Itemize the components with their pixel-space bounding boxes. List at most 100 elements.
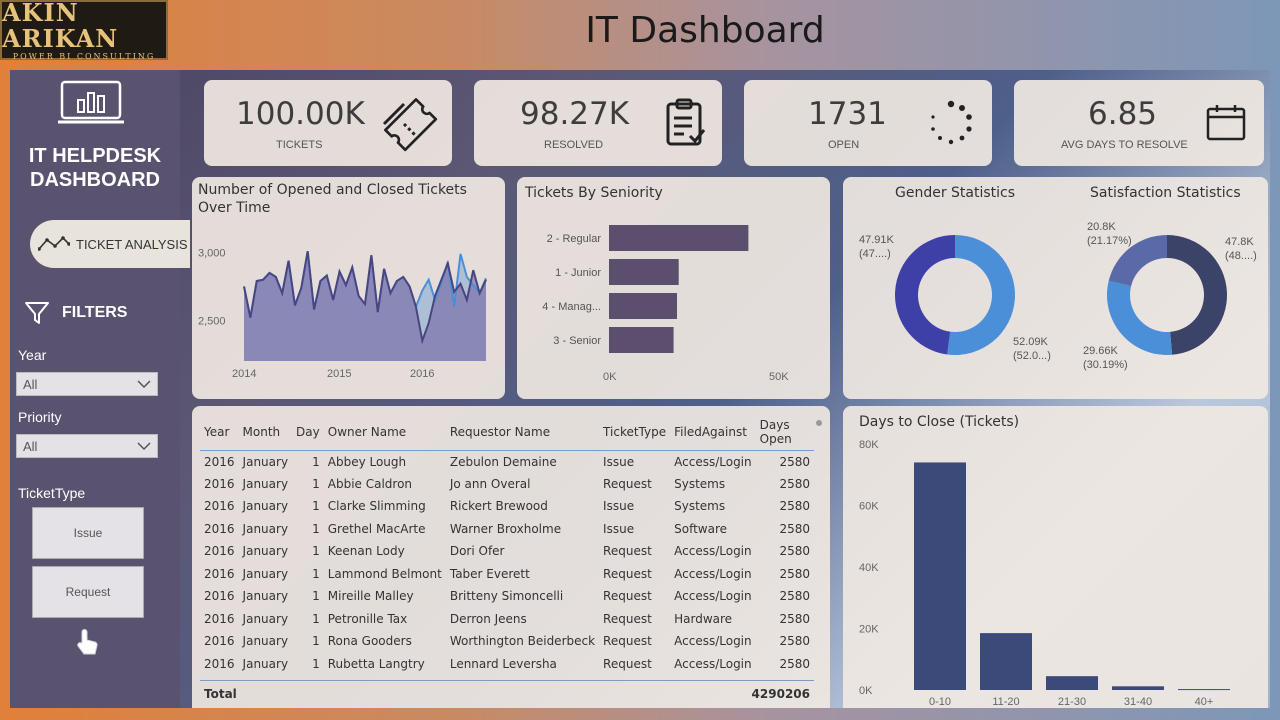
table-row[interactable]: 2016 January 1 Mireille Malley Britteny Simo… [200,585,814,608]
priority-dropdown-value: All [23,438,38,454]
table-total-label: Total [204,686,237,701]
table-row[interactable]: 2016 January 1 Lammond Belmont Taber Everett… [200,563,814,586]
days-x-tick: 11-20 [992,696,1019,708]
table-header-cell[interactable]: FiledAgainst [670,414,756,451]
table-row[interactable]: 2016 January 1 Abbey Lough Zebulon Demaine Is… [200,450,814,473]
seniority-category-label: 1 - Junior [555,267,601,279]
days-to-close-chart[interactable]: 80K 60K 40K 20K 0K 0-10 11-20 21-30 31-40 40+ [843,406,1268,708]
donut-data-label: 47.8K [1225,236,1254,248]
table-cell: Abbey Lough [327,454,407,469]
table-cell: 2580 [779,566,810,581]
table-scrollbar[interactable] [816,420,822,426]
satisfaction-donut-slice[interactable] [1108,235,1167,287]
table-cell: Rona Gooders [327,634,412,649]
table-row[interactable]: 2016 January 1 Rona Gooders Worthington Beid… [200,630,814,653]
tickettype-request-button[interactable]: Request [32,566,144,618]
satisfaction-donut-slice[interactable] [1167,235,1227,355]
tickettype-issue-button[interactable]: Issue [32,507,144,559]
tab-ticket-analysis[interactable]: TICKET ANALYSIS [30,220,190,268]
seniority-bar[interactable] [609,225,749,251]
pointer-hand-icon [74,628,100,662]
table-cell: January [242,589,289,604]
gender-donut-slice[interactable] [895,235,955,355]
table-row[interactable]: 2016 January 1 Abbie Caldron Jo ann Overal Re… [200,473,814,496]
table-cell: 2016 [204,499,235,514]
statistics-donut-charts[interactable]: 47.91K (47....) 52.09K (52.0...) 47.8K (48...… [843,177,1268,399]
kpi-open-label: OPEN [828,139,860,151]
table-cell: Clarke Slimming [327,499,426,514]
priority-dropdown[interactable]: All [16,434,158,458]
days-bar[interactable] [1178,689,1230,691]
seniority-title: Tickets By Seniority [525,185,663,201]
table-cell: January [242,634,289,649]
satisfaction-donut-slice[interactable] [1107,280,1173,355]
donut-data-label: 52.09K [1013,336,1049,348]
table-cell: 2016 [204,566,235,581]
logo-tagline: POWER BI CONSULTING [12,51,156,61]
seniority-bar[interactable] [609,259,679,285]
table-row[interactable]: 2016 January 1 Grethel MacArte Warner Broxho… [200,518,814,541]
opened-tickets-line [243,251,487,345]
table-row[interactable]: 2016 January 1 Petronille Tax Derron Jeens Re… [200,608,814,631]
table-header-cell[interactable]: Days Open [755,414,814,451]
table-header-cell[interactable]: TicketType [599,414,671,451]
tickets-over-time-title-line2: Over Time [198,200,271,216]
days-bar[interactable] [1112,686,1164,690]
table-cell: Access/Login [674,454,752,469]
company-logo: AKIN ARIKAN POWER BI CONSULTING [0,0,168,61]
kpi-tickets-value: 100.00K [236,96,365,132]
calendar-icon [1206,105,1246,141]
gender-donut-slice[interactable] [947,235,1016,355]
table-cell: Systems [674,499,726,514]
table-cell: 1 [312,499,320,514]
table-cell: Access/Login [674,634,752,649]
seniority-bar[interactable] [609,327,674,353]
table-cell: January [242,521,289,536]
table-header-cell[interactable]: Day [292,414,324,451]
page-title: IT Dashboard [585,10,825,51]
table-header-cell[interactable]: Year [200,414,239,451]
seniority-bar[interactable] [609,293,677,319]
table-cell: Jo ann Overal [449,476,531,491]
table-cell: 2580 [779,589,810,604]
seniority-category-label: 4 - Manag... [542,301,601,313]
table-row[interactable]: 2016 January 1 Clarke Slimming Rickert Brewo… [200,495,814,518]
days-bar[interactable] [980,633,1032,690]
sidebar-title: IT HELPDESK DASHBOARD [10,144,180,192]
kpi-avg-days-label: AVG DAYS TO RESOLVE [1061,139,1188,151]
table-row[interactable]: 2016 January 1 Keenan Lody Dori Ofer Request A… [200,540,814,563]
filters-label: FILTERS [62,304,128,321]
donut-data-label: (21.17%) [1087,235,1132,247]
table-cell: Hardware [674,611,733,626]
table-cell: Access/Login [674,544,752,559]
days-bar[interactable] [1046,676,1098,690]
table-cell: Systems [674,476,726,491]
dashboard-monitor-icon [58,80,124,130]
table-cell: January [242,611,289,626]
table-cell: Request [603,611,652,626]
year-dropdown[interactable]: All [16,372,158,396]
donut-data-label: 20.8K [1087,221,1116,233]
days-bar[interactable] [914,462,966,690]
table-header-cell[interactable]: Owner Name [323,414,446,451]
table-cell: 2580 [779,656,810,671]
table-header-cell[interactable]: Requestor Name [445,414,600,451]
table-total-row: Total 4290206 [200,680,814,706]
seniority-chart[interactable]: 2 - Regular 1 - Junior 4 - Manag... 3 - Sen… [517,177,830,399]
table-cell: Abbie Caldron [327,476,413,491]
chevron-down-icon [137,442,151,450]
table-cell: Issue [603,499,635,514]
table-cell: January [242,476,289,491]
table-cell: Dori Ofer [449,544,505,559]
table-cell: January [242,454,289,469]
table-cell: January [242,566,289,581]
table-row[interactable]: 2016 January 1 Rubetta Langtry Lennard Lever… [200,653,814,676]
line-chart-icon [38,236,70,251]
tickets-table: Year Month Day Owner Name Requestor Name Tick… [200,414,814,675]
table-cell: Access/Login [674,566,752,581]
filter-icon [25,302,49,324]
table-header-cell[interactable]: Month [238,414,293,451]
table-cell: 1 [312,656,320,671]
kpi-resolved-label: RESOLVED [544,139,604,151]
tickets-over-time-chart[interactable]: 3,000 2,500 2014 2015 2016 [192,177,505,399]
